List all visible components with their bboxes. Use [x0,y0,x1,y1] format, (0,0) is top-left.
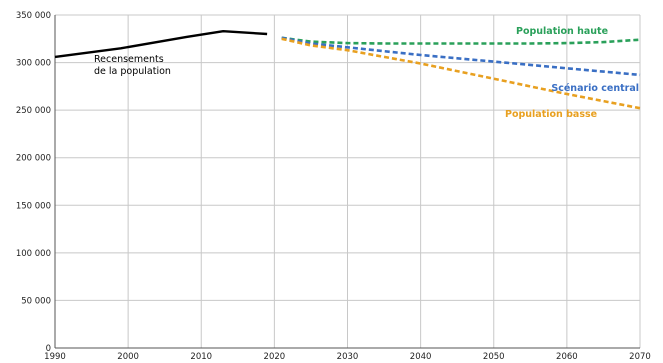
x-tick-label: 1990 [44,352,66,362]
series-line-recensements-de-la-population [54,30,268,59]
series-line-scenario-central [281,36,641,77]
series-label-population-haute: Population haute [516,26,608,37]
x-tick-label: 2070 [629,352,651,362]
axes [54,15,640,349]
series-label-scenario-central: Scénario central [551,83,639,94]
series-label-line: Recensements [94,54,164,65]
x-tick-labels: 1990 2000 2010 2020 2030 2040 2050 2060 2070 [44,352,651,362]
x-tick-label: 2060 [556,352,578,362]
y-tick-label: 150 000 [16,201,51,211]
y-tick-label: 350 000 [16,11,51,21]
x-tick-label: 2000 [117,352,139,362]
series-labels: Recensements de la population Population h… [94,26,639,120]
series-label-line: de la population [94,66,171,77]
y-tick-label: 100 000 [16,249,51,259]
x-tick-label: 2020 [264,352,286,362]
y-tick-label: 0 [46,344,51,354]
y-tick-label: 200 000 [16,154,51,164]
y-tick-label: 250 000 [16,106,51,116]
y-tick-labels: 0 50 000 100 000 150 000 200 000 250 000 300 0… [16,11,51,354]
series-label-recensements-de-la-population: Recensements de la population [94,54,171,77]
series-label-population-basse: Population basse [505,109,597,120]
x-tick-label: 2050 [483,352,505,362]
x-tick-label: 2010 [190,352,212,362]
series-line-population-haute [281,36,641,45]
series-lines [54,30,641,110]
x-tick-label: 2040 [410,352,432,362]
y-tick-label: 300 000 [16,59,51,69]
x-tick-label: 2030 [337,352,359,362]
y-tick-label: 50 000 [21,296,51,306]
grid-lines [55,14,641,348]
series-line-population-basse [281,37,641,110]
